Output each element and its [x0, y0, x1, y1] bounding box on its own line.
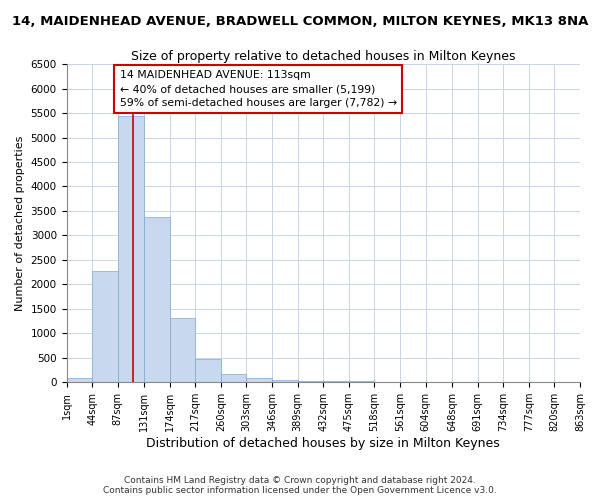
- Text: Contains HM Land Registry data © Crown copyright and database right 2024.
Contai: Contains HM Land Registry data © Crown c…: [103, 476, 497, 495]
- Bar: [144, 217, 170, 382]
- Text: 14, MAIDENHEAD AVENUE, BRADWELL COMMON, MILTON KEYNES, MK13 8NA: 14, MAIDENHEAD AVENUE, BRADWELL COMMON, …: [12, 15, 588, 28]
- Bar: [247, 378, 272, 382]
- Bar: [67, 378, 92, 382]
- Y-axis label: Number of detached properties: Number of detached properties: [15, 136, 25, 311]
- X-axis label: Distribution of detached houses by size in Milton Keynes: Distribution of detached houses by size …: [146, 437, 500, 450]
- Bar: [323, 381, 349, 382]
- Bar: [195, 358, 221, 382]
- Bar: [298, 381, 323, 382]
- Bar: [221, 374, 247, 382]
- Title: Size of property relative to detached houses in Milton Keynes: Size of property relative to detached ho…: [131, 50, 515, 63]
- Bar: [92, 270, 118, 382]
- Bar: [170, 318, 195, 382]
- Text: 14 MAIDENHEAD AVENUE: 113sqm
← 40% of detached houses are smaller (5,199)
59% of: 14 MAIDENHEAD AVENUE: 113sqm ← 40% of de…: [119, 70, 397, 108]
- Bar: [118, 116, 144, 382]
- Bar: [272, 380, 298, 382]
